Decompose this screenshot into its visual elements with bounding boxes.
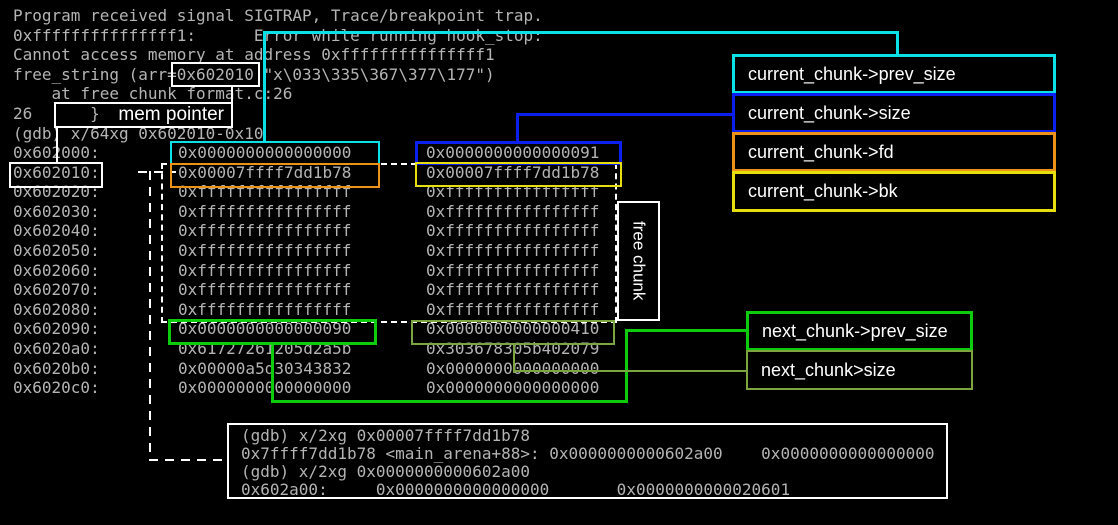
memory-address: 0x602060: <box>13 261 100 280</box>
memory-row: 0x602060: 0xffffffffffffffff 0xfffffffffff… <box>0 261 1118 281</box>
memory-row: 0x6020b0: 0x00000a5d30343832 0x00000000000… <box>0 359 1118 379</box>
label-text: current_chunk->fd <box>748 141 894 162</box>
label-next-chunk-size: next_chunk>size <box>746 350 973 390</box>
label-current-chunk-bk: current_chunk->bk <box>732 171 1056 212</box>
memory-value-col2: 0x00007ffff7dd1b78 <box>426 163 600 182</box>
bottom-line-x2xg-arena: (gdb) x/2xg 0x00007ffff7dd1b78 <box>241 426 530 445</box>
label-text: current_chunk->size <box>748 102 911 123</box>
memory-value-col1: 0xffffffffffffffff <box>178 300 352 319</box>
terminal-line-gdb-x64xg: (gdb) x/64xg 0x602010-0x10 <box>13 124 264 143</box>
memory-row: 0x602090: 0x0000000000000090 0x00000000000… <box>0 319 1118 339</box>
memory-row: 0x6020c0: 0x0000000000000000 0x00000000000… <box>0 378 1118 398</box>
prev-size-value-box <box>170 141 380 165</box>
terminal-line-26: 26 } <box>13 104 100 123</box>
memory-value-col2: 0x0000000000000000 <box>426 359 599 379</box>
olive-connector-horizontal <box>513 370 748 372</box>
free-chunk-label: free chunk <box>629 221 649 301</box>
memory-address: 0x602010: <box>13 163 100 182</box>
bottom-line-x2xg-602a00: (gdb) x/2xg 0x0000000000602a00 <box>241 462 530 481</box>
label-text: next_chunk->prev_size <box>762 320 948 341</box>
memory-row: 0x602040: 0xffffffffffffffff 0xfffffffffff… <box>0 221 1118 241</box>
free-chunk-callout: free chunk <box>617 201 660 321</box>
free-chunk-dashed-outline <box>161 163 617 323</box>
memory-value-col2: 0xffffffffffffffff <box>426 300 600 319</box>
memory-value-col1: 0x00007ffff7dd1b78 <box>178 163 352 182</box>
label-current-chunk-fd: current_chunk->fd <box>732 132 1056 172</box>
mem-pointer-dash-to-bottom-box <box>149 459 229 461</box>
bottom-line-602a00-values: 0x602a00: 0x0000000000000000 0x000000000… <box>241 480 791 499</box>
mem-pointer-dash-horizontal <box>138 171 176 173</box>
cyan-connector-drop <box>896 31 899 57</box>
memory-value-col2: 0xffffffffffffffff <box>426 241 600 260</box>
memory-value-col1: 0x0000000000000000 <box>178 143 352 162</box>
memory-address: 0x6020c0: <box>13 378 100 397</box>
label-text: current_chunk->bk <box>748 181 898 201</box>
terminal-line-sigtrap: Program received signal SIGTRAP, Trace/b… <box>13 6 543 25</box>
memory-address: 0x602070: <box>13 280 100 299</box>
memory-address: 0x602040: <box>13 221 100 240</box>
address-0x602010-box <box>9 162 103 188</box>
mem-pointer-callout: mem pointer <box>54 102 233 128</box>
olive-connector-drop <box>513 343 515 373</box>
terminal-line-hookstop: 0xfffffffffffffff1: Error while running … <box>13 26 543 45</box>
memory-value-col2: 0x0000000000000091 <box>426 143 600 162</box>
green-connector-drop <box>271 342 274 403</box>
memory-row: 0x602070: 0xffffffffffffffff 0xfffffffffff… <box>0 280 1118 300</box>
label-text: current_chunk->prev_size <box>748 63 956 84</box>
cyan-connector-horizontal <box>263 31 899 34</box>
blue-connector-horizontal <box>516 113 734 116</box>
memory-row: 0x602030: 0xffffffffffffffff 0xfffffffffff… <box>0 202 1118 222</box>
memory-address: 0x602080: <box>13 300 100 319</box>
mem-pointer-label: mem pointer <box>118 104 224 125</box>
memory-value-col1: 0xffffffffffffffff <box>178 241 352 260</box>
bottom-line-main-arena: 0x7ffff7dd1b78 <main_arena+88>: 0x000000… <box>241 444 935 463</box>
memory-row: 0x602080: 0xffffffffffffffff 0xfffffffffff… <box>0 300 1118 320</box>
blue-connector-vertical <box>516 113 519 144</box>
mem-pointer-dash-vertical <box>149 171 151 461</box>
green-connector-horizontal <box>271 400 628 403</box>
bottom-gdb-output-box: (gdb) x/2xg 0x00007ffff7dd1b78 0x7ffff7d… <box>227 423 948 499</box>
memory-value-col1: 0xffffffffffffffff <box>178 261 352 280</box>
memory-row: 0x602000:0x00000000000000000x00000000000… <box>0 143 1118 163</box>
mem-pointer-to-address-line <box>56 127 58 163</box>
memory-address: 0x602050: <box>13 241 100 260</box>
memory-value-col1: 0x0000000000000000 <box>178 378 352 397</box>
memory-address: 0x602090: <box>13 319 100 338</box>
memory-address: 0x6020b0: <box>13 359 100 378</box>
terminal-line-at-source: at free_chunk_format.c:26 <box>13 84 293 103</box>
memory-value-col2: 0xffffffffffffffff <box>426 280 600 299</box>
memory-value-col2: 0xffffffffffffffff <box>426 261 600 280</box>
terminal-line-cannot-access: Cannot access memory at address 0xffffff… <box>13 45 495 64</box>
memory-address: 0x6020a0: <box>13 339 100 358</box>
source-to-mem-pointer-line <box>231 86 233 103</box>
fd-value-box <box>170 163 380 188</box>
memory-value-col2: 0x0000000000000000 <box>426 378 600 397</box>
memory-value-col1: 0xffffffffffffffff <box>178 221 352 240</box>
green-connector-riser <box>625 329 628 403</box>
terminal-line-free-string: free_string (arr=0x602010 "x\033\335\367… <box>13 65 495 84</box>
label-text: next_chunk>size <box>761 359 896 380</box>
label-current-chunk-size: current_chunk->size <box>732 93 1056 133</box>
memory-value-col1: 0x00000a5d30343832 <box>178 359 352 378</box>
label-next-chunk-prev-size: next_chunk->prev_size <box>746 311 973 351</box>
memory-row: 0x602050: 0xffffffffffffffff 0xfffffffffff… <box>0 241 1118 261</box>
cyan-connector-vertical <box>263 31 266 143</box>
source-arg-pointer-box <box>171 62 260 87</box>
memory-value-col1: 0xffffffffffffffff <box>178 280 352 299</box>
green-connector-to-label <box>625 329 748 332</box>
memory-row: 0x602010: 0x00007ffff7dd1b78 0x00007ffff7d… <box>0 163 1118 183</box>
bk-value-box <box>415 162 622 187</box>
memory-value-col2: 0xffffffffffffffff <box>426 221 600 240</box>
memory-value-col1: 0xffffffffffffffff <box>178 202 352 221</box>
next-size-value-box <box>411 320 615 345</box>
memory-value-col2: 0xffffffffffffffff <box>426 202 600 221</box>
memory-value-col2: 0x0000000000000410 <box>426 319 600 338</box>
memory-value-col1: 0x0000000000000090 <box>178 319 352 338</box>
memory-address: 0x602030: <box>13 202 100 221</box>
label-current-chunk-prev-size: current_chunk->prev_size <box>732 54 1056 94</box>
